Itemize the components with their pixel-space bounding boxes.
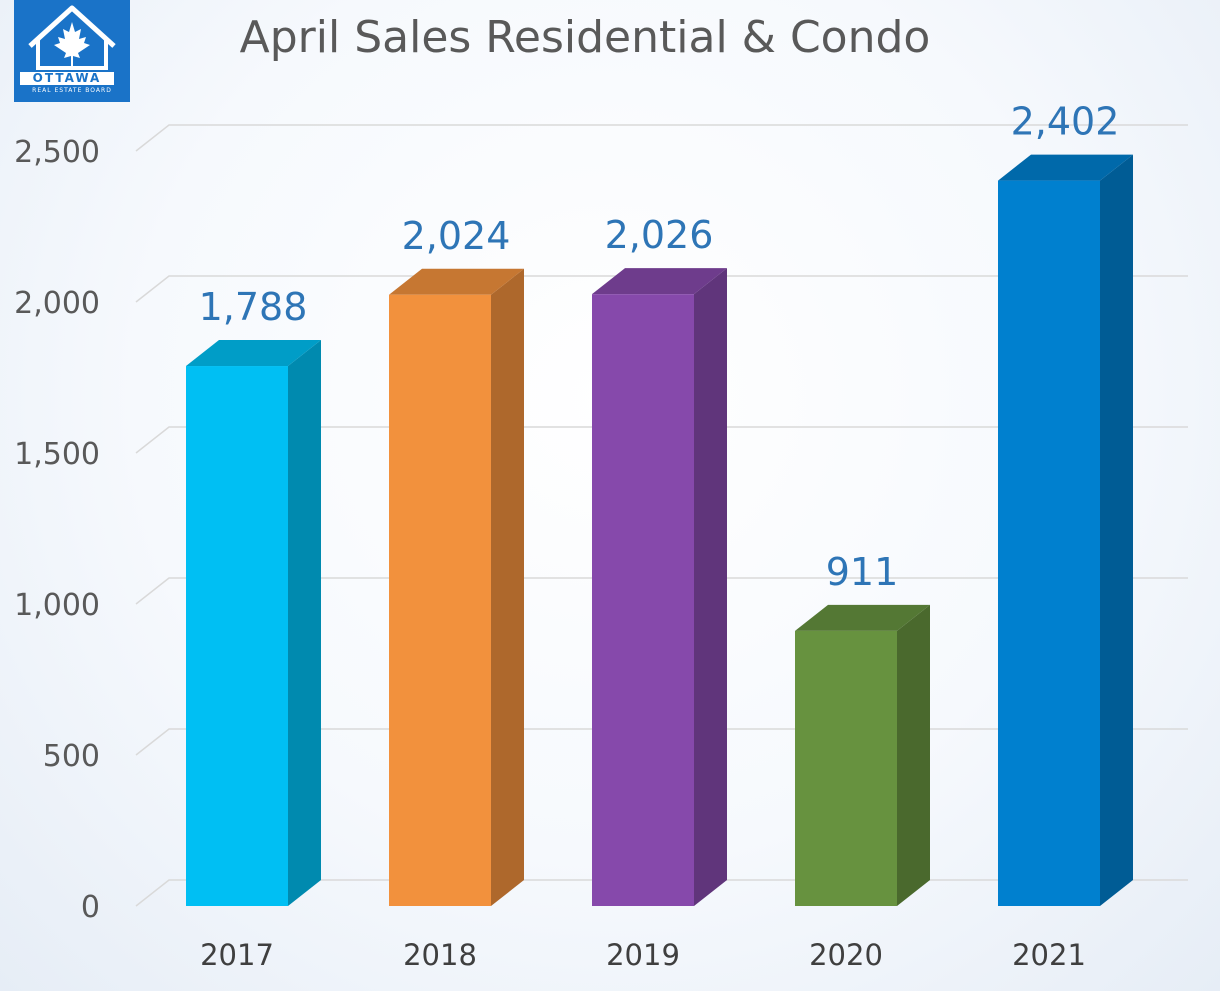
- x-tick-label-2019: 2019: [606, 938, 680, 972]
- bar-side-2017: [288, 340, 321, 906]
- gridline: [135, 577, 1188, 605]
- bar-2019: [592, 294, 694, 906]
- ottawa-real-estate-board-logo: [14, 0, 130, 102]
- y-tick-label: 0: [81, 890, 100, 925]
- y-tick-label: 500: [43, 739, 100, 774]
- chart-title: April Sales Residential & Condo: [239, 12, 931, 63]
- bar-top-2018: [389, 268, 524, 295]
- data-label-2018: 2,024: [402, 214, 511, 258]
- bar-top-2019: [592, 268, 727, 295]
- bar-top-2020: [795, 604, 930, 631]
- x-tick-label-2018: 2018: [403, 938, 477, 972]
- y-tick-label: 2,500: [14, 135, 100, 170]
- data-label-2021: 2,402: [1011, 100, 1120, 144]
- labels: 0 500 1,000 1,500 2,000 2,500 1,788 2017 2,024 20…: [14, 100, 1119, 972]
- y-tick-label: 2,000: [14, 286, 100, 321]
- y-tick-label: 1,500: [14, 437, 100, 472]
- bar-top-2017: [186, 340, 321, 367]
- data-label-2019: 2,026: [605, 213, 714, 257]
- bar-2020: [795, 630, 897, 906]
- gridline: [135, 426, 1188, 454]
- bar-side-2021: [1100, 154, 1133, 906]
- house-maple-leaf-icon: [28, 5, 116, 70]
- logo-name: OTTAWA: [20, 72, 114, 85]
- bar-2018: [389, 294, 491, 906]
- data-label-2020: 911: [826, 550, 899, 594]
- x-tick-label-2017: 2017: [200, 938, 274, 972]
- data-label-2017: 1,788: [199, 285, 308, 329]
- bar-2021: [998, 180, 1100, 906]
- bar-side-2019: [694, 268, 727, 906]
- y-tick-label: 1,000: [14, 588, 100, 623]
- gridline: [135, 275, 1188, 303]
- x-tick-label-2021: 2021: [1012, 938, 1086, 972]
- bars: [186, 154, 1133, 906]
- bar-side-2020: [897, 604, 930, 906]
- logo-subtitle: REAL ESTATE BOARD: [32, 87, 112, 94]
- bar-side-2018: [491, 268, 524, 906]
- bar-2017: [186, 366, 288, 906]
- gridline: [135, 124, 1188, 152]
- x-tick-label-2020: 2020: [809, 938, 883, 972]
- bar-top-2021: [998, 154, 1133, 181]
